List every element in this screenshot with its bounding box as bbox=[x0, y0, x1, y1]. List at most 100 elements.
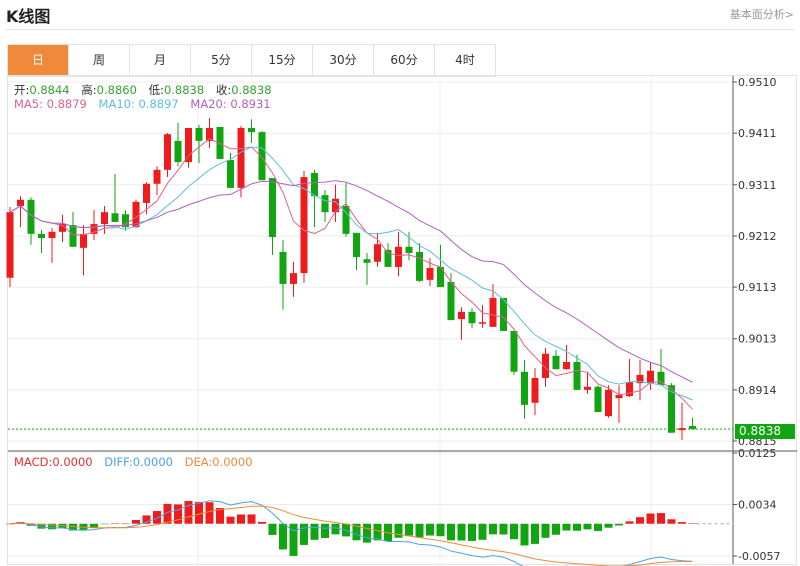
candle-body bbox=[174, 140, 182, 163]
candle-body bbox=[227, 159, 234, 188]
candle-body bbox=[27, 199, 35, 234]
candle-body bbox=[489, 297, 497, 327]
macd-histogram-bar bbox=[310, 523, 319, 540]
candle-body bbox=[17, 199, 24, 206]
tab-15min[interactable]: 15分 bbox=[252, 45, 313, 76]
candle-body bbox=[689, 426, 696, 430]
candle-body bbox=[290, 273, 297, 284]
candle-body bbox=[626, 382, 633, 397]
macd-histogram-bar bbox=[394, 523, 403, 538]
candle-body bbox=[405, 246, 413, 253]
macd-histogram-bar bbox=[132, 520, 140, 524]
candle-body bbox=[216, 126, 224, 159]
macd-histogram-bar bbox=[468, 523, 476, 541]
candle-body bbox=[584, 386, 591, 390]
candle-body bbox=[279, 251, 287, 284]
candle-body bbox=[531, 377, 539, 403]
macd-histogram-bar bbox=[499, 523, 508, 535]
macd-histogram-bar bbox=[226, 516, 235, 524]
candle-body bbox=[542, 353, 549, 378]
ma10-line bbox=[9, 146, 693, 401]
macd-histogram-bar bbox=[405, 523, 413, 536]
macd-tick-label: -0.0057 bbox=[738, 550, 780, 563]
macd-tick-label: 0.0034 bbox=[738, 499, 777, 512]
high-value: 0.8860 bbox=[96, 83, 137, 97]
macd-histogram-bar bbox=[48, 523, 56, 530]
macd-histogram-bar bbox=[100, 523, 109, 525]
candle-body bbox=[563, 361, 570, 370]
tab-day[interactable]: 日 bbox=[8, 45, 69, 76]
high-label: 高: bbox=[81, 83, 97, 97]
macd-histogram-bar bbox=[583, 523, 592, 530]
macd-histogram-bar bbox=[657, 513, 665, 524]
ma20-value: MA20: 0.8931 bbox=[190, 97, 271, 111]
candle-body bbox=[237, 127, 245, 188]
price-tick-label: 0.9311 bbox=[738, 179, 777, 192]
candle-body bbox=[48, 231, 56, 238]
page-title: K线图 bbox=[6, 7, 51, 26]
candle-body bbox=[321, 195, 329, 213]
diff-value: DIFF:0.0000 bbox=[104, 455, 173, 469]
macd-histogram-bar bbox=[300, 523, 308, 545]
candle-body bbox=[500, 297, 507, 331]
macd-histogram-bar bbox=[531, 523, 539, 544]
macd-histogram-bar bbox=[121, 523, 130, 525]
candle-body bbox=[395, 246, 402, 267]
candle-body bbox=[594, 386, 602, 413]
macd-histogram-bar bbox=[489, 523, 497, 535]
candle-body bbox=[342, 205, 350, 234]
candle-body bbox=[206, 127, 213, 141]
macd-histogram-bar bbox=[636, 517, 644, 524]
macd-histogram-bar bbox=[195, 502, 203, 524]
macd-histogram-bar bbox=[289, 523, 298, 556]
macd-histogram-bar bbox=[625, 521, 634, 524]
candle-body bbox=[101, 212, 108, 225]
macd-histogram-bar bbox=[258, 521, 266, 524]
macd-histogram-bar bbox=[520, 523, 529, 546]
candle-body bbox=[300, 177, 308, 274]
tab-30min[interactable]: 30分 bbox=[313, 45, 374, 76]
macd-histogram-bar bbox=[279, 523, 287, 550]
macd-histogram-bar bbox=[142, 515, 151, 524]
candle-body bbox=[647, 370, 654, 384]
candle-body bbox=[353, 232, 360, 258]
macd-histogram-bar bbox=[604, 523, 613, 528]
candle-body bbox=[521, 371, 528, 405]
candle-body bbox=[6, 212, 14, 278]
price-tick-label: 0.9113 bbox=[738, 281, 777, 294]
tab-5min[interactable]: 5分 bbox=[191, 45, 252, 76]
macd-histogram-bar bbox=[205, 502, 214, 524]
price-tick-label: 0.9212 bbox=[738, 230, 777, 243]
fundamental-analysis-link[interactable]: 基本面分析> bbox=[729, 8, 794, 21]
candle-body bbox=[185, 127, 192, 163]
chart-panel bbox=[7, 75, 797, 565]
candle-body bbox=[510, 330, 518, 372]
candle-body bbox=[605, 389, 612, 417]
tab-week[interactable]: 周 bbox=[69, 45, 130, 76]
candle-body bbox=[38, 233, 45, 238]
ma5-line bbox=[9, 138, 693, 410]
candle-body bbox=[384, 249, 392, 267]
macd-histogram-bar bbox=[573, 523, 581, 531]
macd-histogram-bar bbox=[174, 504, 182, 524]
tab-60min[interactable]: 60分 bbox=[374, 45, 435, 76]
open-value: 0.8844 bbox=[29, 83, 70, 97]
price-tick-label: 0.9510 bbox=[738, 76, 777, 89]
close-value: 0.8838 bbox=[231, 83, 272, 97]
candle-body bbox=[164, 134, 171, 170]
candle-body bbox=[573, 361, 581, 390]
macd-histogram-bar bbox=[447, 523, 455, 541]
macd-histogram-bar bbox=[615, 523, 623, 526]
macd-histogram-bar bbox=[268, 523, 277, 535]
candle-body bbox=[258, 132, 266, 181]
macd-histogram-bar bbox=[321, 523, 329, 539]
tab-4hour[interactable]: 4时 bbox=[435, 45, 496, 76]
candle-body bbox=[416, 251, 423, 281]
ma-info: MA5: 0.8879 MA10: 0.8897 MA20: 0.8931 bbox=[14, 97, 279, 111]
macd-histogram-bar bbox=[153, 510, 161, 524]
candle-body bbox=[636, 374, 644, 384]
candle-body bbox=[374, 244, 381, 262]
tab-month[interactable]: 月 bbox=[130, 45, 191, 76]
candle-body bbox=[363, 259, 371, 263]
